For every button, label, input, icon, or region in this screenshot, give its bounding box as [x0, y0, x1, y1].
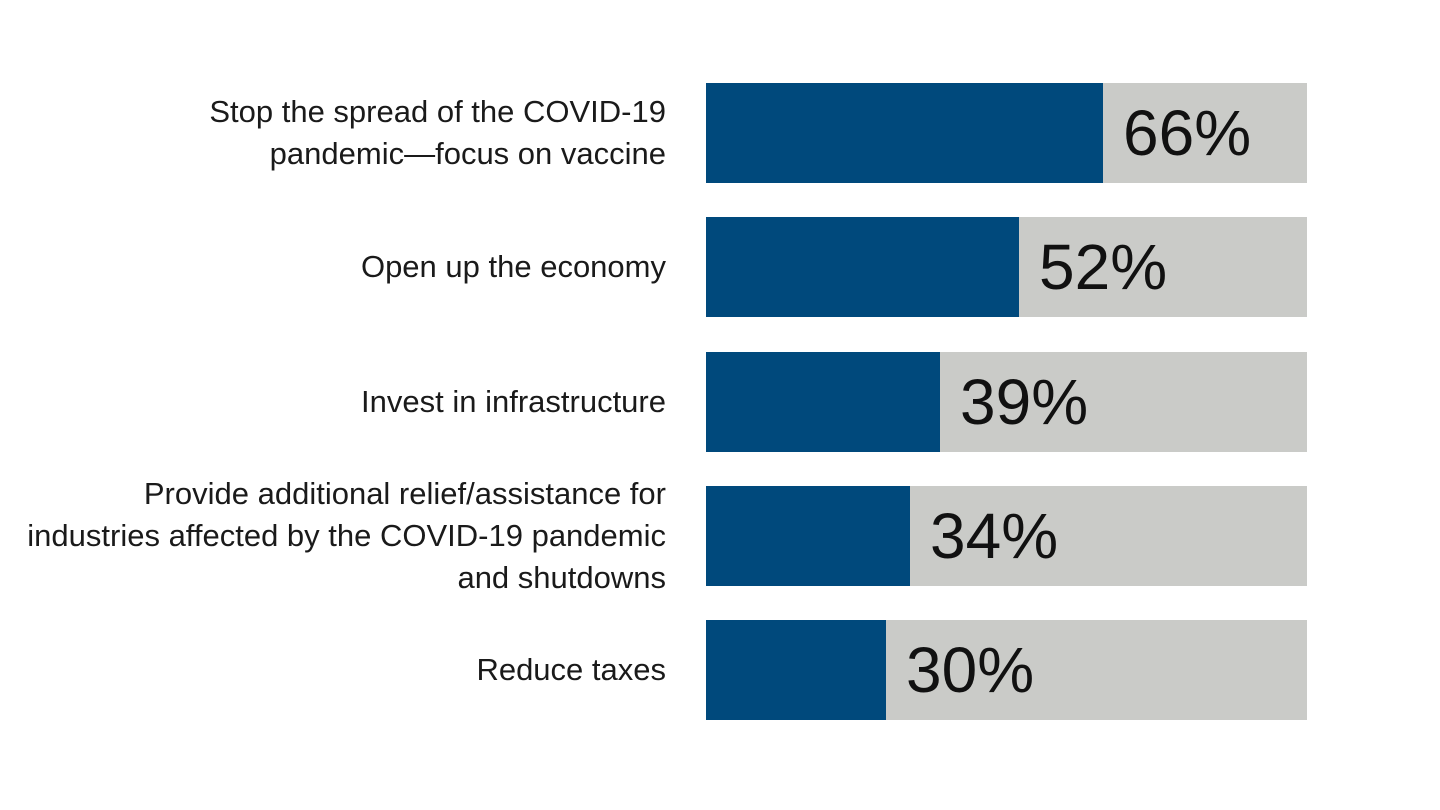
value-label: 30% — [906, 634, 1035, 706]
value-label: 66% — [1123, 97, 1252, 169]
value-label: 34% — [930, 500, 1059, 572]
value-label: 52% — [1039, 231, 1168, 303]
bar-track: 30% — [706, 620, 1307, 720]
bar — [706, 620, 886, 720]
bar — [706, 352, 940, 452]
bar-track: 34% — [706, 486, 1307, 586]
bar-track: 66% — [706, 83, 1307, 183]
category-label: Reduce taxes — [476, 652, 666, 687]
bar — [706, 83, 1103, 183]
bar-track: 52% — [706, 217, 1307, 317]
category-label: Open up the economy — [360, 249, 666, 284]
category-label: Provide additional relief/assistance for… — [27, 476, 666, 595]
bar-track: 39% — [706, 352, 1307, 452]
category-label: Invest in infrastructure — [361, 384, 666, 419]
bar — [706, 217, 1019, 317]
value-label: 39% — [960, 366, 1089, 438]
category-label: Stop the spread of the COVID-19 pandemic—… — [209, 94, 666, 171]
bar — [706, 486, 910, 586]
